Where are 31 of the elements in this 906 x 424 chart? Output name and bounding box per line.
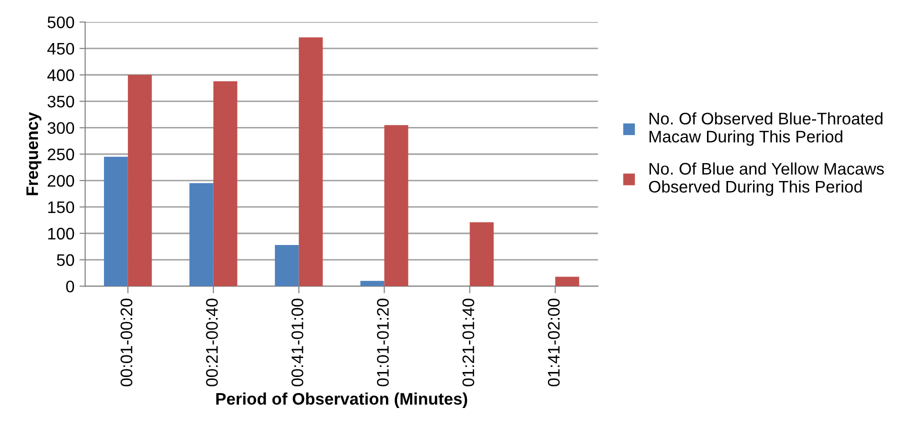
y-tick-label: 450 [47, 42, 74, 55]
bar [360, 280, 384, 286]
bar [189, 183, 214, 286]
bar [274, 244, 299, 286]
y-tick-label: 250 [48, 148, 74, 160]
legend-label: No. Of Observed Blue-Throated Macaw During This Period [650, 112, 882, 146]
y-tick-label: 150 [48, 201, 74, 214]
y-tick-label: 500 [48, 16, 74, 28]
y-tick-label: 100 [48, 228, 74, 240]
x-tick-label: 01:21-01:40 [462, 298, 474, 386]
bar [104, 156, 128, 286]
y-tick-label: 50 [56, 254, 74, 266]
legend-label: No. Of Blue and Yellow Macaws Observed During This Period [649, 162, 884, 196]
bar [555, 276, 580, 286]
y-tick-label: 200 [48, 174, 74, 187]
bar [213, 81, 238, 286]
y-axis-title: Frequency [26, 112, 42, 196]
x-tick-label: 00:41-01:00 [292, 298, 304, 386]
y-tick-label: 400 [47, 69, 74, 82]
x-tick-label: 00:01-00:20 [120, 298, 132, 386]
y-tick-label: 300 [48, 122, 74, 134]
x-tick-label: 01:01-01:20 [376, 298, 389, 386]
x-tick-label: 00:21-00:40 [206, 298, 218, 386]
bar [470, 222, 494, 286]
bar [128, 74, 152, 286]
bar [298, 37, 323, 286]
x-tick-label: 01:41-02:00 [548, 298, 560, 386]
y-tick-label: 350 [48, 96, 74, 108]
bar [384, 125, 408, 286]
y-tick-label: 0 [66, 280, 74, 292]
x-axis-title: Period of Observation (Minutes) [216, 392, 468, 408]
